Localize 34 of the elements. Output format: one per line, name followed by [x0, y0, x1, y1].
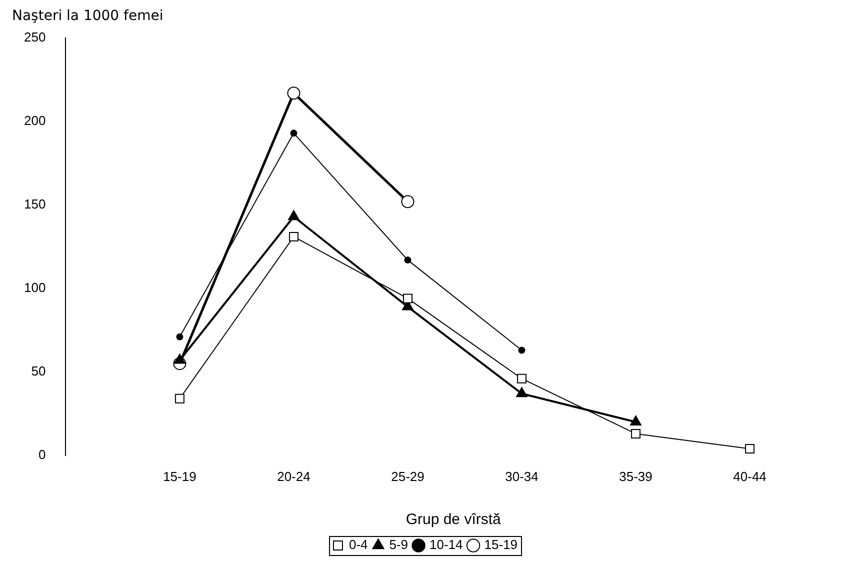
point: [745, 444, 755, 454]
point: [402, 294, 412, 304]
legend-label: 10-14: [430, 537, 463, 552]
point: [290, 130, 298, 137]
y-tick-label: 250: [24, 30, 46, 45]
x-tick-label: 25-29: [391, 468, 424, 484]
point: [287, 86, 300, 100]
point: [174, 394, 184, 404]
point: [174, 354, 186, 364]
point: [518, 346, 526, 354]
x-tick-label: 35-39: [619, 468, 652, 484]
y-tick-label: 0: [38, 446, 46, 462]
point: [176, 333, 184, 340]
legend-label: 0-4: [348, 537, 368, 552]
y-axis-title: Naşteri la 1000 femei: [12, 8, 164, 24]
point: [401, 195, 414, 208]
point: [516, 387, 528, 398]
y-tick-label: 150: [24, 196, 46, 212]
legend-label: 15-19: [484, 537, 518, 552]
x-axis-title: Grup de vîrstă: [406, 511, 502, 528]
x-tick-label: 20-24: [277, 468, 310, 484]
point: [631, 428, 641, 438]
point: [517, 374, 526, 384]
x-tick-label: 15-19: [163, 468, 196, 484]
legend-label: 5-9: [389, 537, 408, 552]
y-tick-label: 200: [24, 113, 46, 128]
x-tick-label: 30-34: [505, 468, 538, 484]
point: [288, 232, 298, 242]
point: [404, 256, 412, 264]
point: [630, 416, 642, 426]
point: [288, 210, 300, 220]
y-tick-label: 50: [31, 364, 46, 378]
y-tick-label: 100: [24, 280, 46, 296]
x-tick-label: 40-44: [733, 468, 766, 484]
